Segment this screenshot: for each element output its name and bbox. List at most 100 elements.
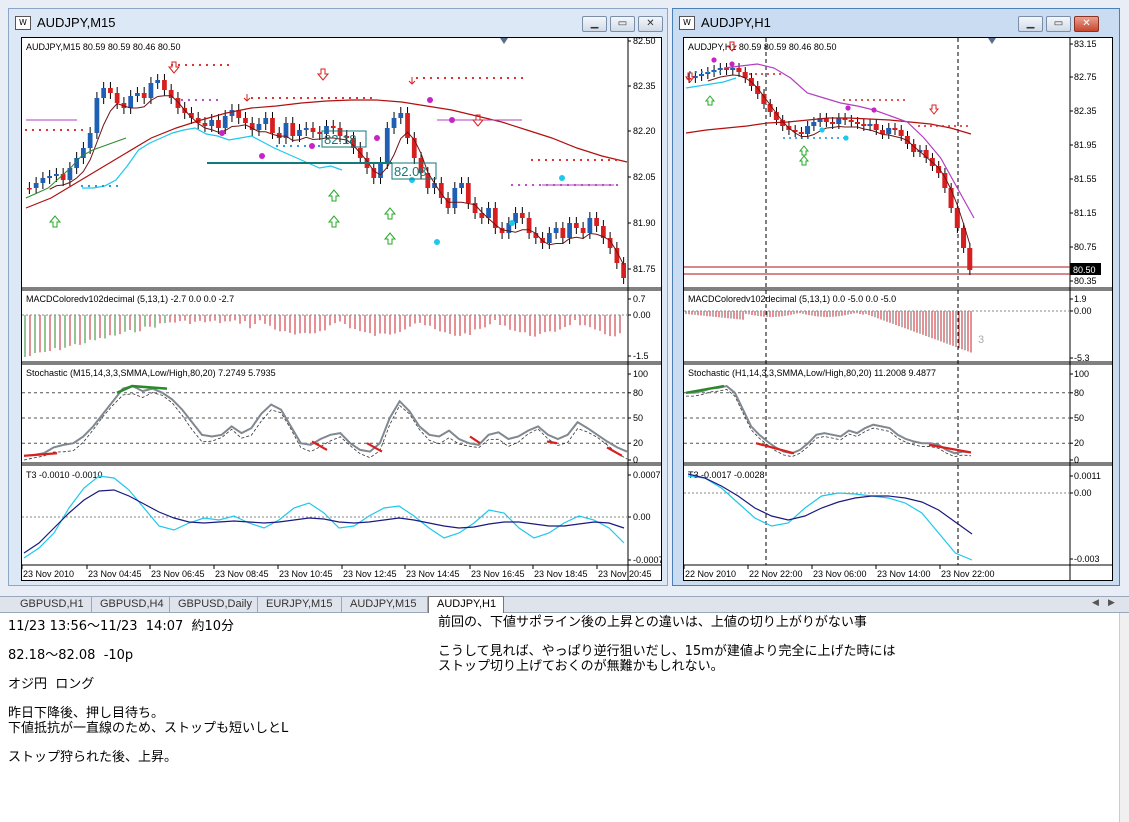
tab-gbpusd-h4[interactable]: GBPUSD,H4 (92, 597, 170, 612)
signal-dot (831, 137, 833, 139)
signal-dot (177, 63, 181, 67)
candle-body (438, 183, 444, 198)
candle-body (324, 126, 329, 134)
signal-dot (615, 183, 619, 187)
candle-body (967, 248, 973, 270)
maximize-button[interactable]: ▭ (610, 16, 635, 32)
signal-dot (701, 71, 703, 73)
signal-arrows (48, 61, 485, 245)
candle-body (513, 213, 518, 223)
close-button[interactable]: ✕ (638, 16, 663, 32)
macd-histogram (684, 310, 1070, 353)
signal-dot (517, 183, 521, 187)
stoch-overbought-segment (116, 384, 168, 394)
signal-dot (87, 184, 91, 188)
candle-body (249, 123, 255, 130)
signal-dot (579, 158, 583, 162)
signal-dot (867, 99, 869, 101)
candle-body (189, 113, 194, 118)
signal-dot (422, 76, 426, 80)
close-button[interactable]: ✕ (1074, 16, 1099, 32)
signal-dot (362, 96, 366, 100)
up-arrow-icon (704, 95, 716, 106)
ma-long-line (25, 99, 628, 209)
candle-body (162, 80, 167, 90)
signal-dot (801, 137, 803, 139)
signal-dot (101, 184, 105, 188)
signal-dot (544, 158, 548, 162)
candle-body (942, 173, 948, 188)
candle-body (798, 132, 804, 134)
maximize-button[interactable]: ▭ (1046, 16, 1071, 32)
signal-dot (572, 158, 576, 162)
band-line-green (25, 137, 127, 199)
signal-dot (510, 183, 514, 187)
signal-dot (198, 63, 202, 67)
minimize-button[interactable]: ▁ (1018, 16, 1043, 32)
stoch-signal-line (686, 389, 972, 458)
ma-short-line (49, 95, 625, 265)
tab-scroll-left-icon[interactable]: ◀ (1092, 598, 1099, 608)
signal-dot (180, 98, 184, 102)
tab-scroll-right-icon[interactable]: ▶ (1108, 598, 1115, 608)
price-axis: 83.15 82.75 82.35 81.95 81.55 81.15 80.75 80.35 (1070, 39, 1097, 286)
candle-body (209, 120, 215, 126)
chart-canvas[interactable]: AUDJPY,M15 80.59 80.59 80.46 80.50 82.50… (22, 38, 661, 580)
chart-window-icon: W (679, 16, 695, 30)
signal-dot (257, 96, 261, 100)
axis-tick-label: 82.75 (1074, 72, 1097, 82)
chart-area[interactable]: AUDJPY,H1 80.59 80.59 80.46 80.50 83.15 8… (683, 37, 1113, 581)
time-tick-label: 22 Nov 2010 (685, 569, 736, 579)
up-arrow-icon (798, 155, 810, 166)
axis-tick-label: 0.00 (1074, 488, 1092, 498)
note-line: ストップ狩られた後、上昇。 (8, 750, 178, 765)
titlebar[interactable]: W AUDJPY,M15 ▁ ▭ ✕ (9, 9, 667, 37)
up-arrow-icon (327, 189, 341, 202)
candle-body (148, 83, 154, 98)
signal-dot (187, 98, 191, 102)
candle-body (317, 132, 323, 134)
stoch-signal-line (23, 392, 628, 461)
signal-dot (513, 76, 517, 80)
chart-window-audjpy-m15[interactable]: W AUDJPY,M15 ▁ ▭ ✕ AUDJPY,M15 80.59 80.5… (8, 8, 668, 586)
chart-area[interactable]: AUDJPY,M15 80.59 80.59 80.46 80.50 82.50… (21, 37, 662, 581)
signal-dot (45, 128, 49, 132)
tab-audjpy-h1[interactable]: AUDJPY,H1 (428, 596, 504, 613)
chart-window-audjpy-h1[interactable]: W AUDJPY,H1 ▁ ▭ ✕ AUDJPY,H1 80.59 80.59 … (672, 8, 1120, 586)
signal-dot (767, 73, 769, 75)
axis-tick-label: 81.90 (633, 218, 656, 228)
minimize-button[interactable]: ▁ (582, 16, 607, 32)
tab-eurjpy-m15[interactable]: EURJPY,M15 (258, 597, 342, 612)
titlebar[interactable]: W AUDJPY,H1 ▁ ▭ ✕ (673, 9, 1119, 37)
time-tick-label: 23 Nov 14:00 (877, 569, 931, 579)
chart-canvas[interactable]: AUDJPY,H1 80.59 80.59 80.46 80.50 83.158… (684, 38, 1112, 580)
signal-dot (313, 96, 317, 100)
signal-dot (80, 184, 84, 188)
notes-area[interactable]: 11/23 13:56～11/23 14:07 約10分 82.18～82.08… (0, 613, 1119, 822)
notes-scrollbar[interactable] (1119, 613, 1129, 822)
signal-dot (897, 99, 899, 101)
t3-fast-line (23, 475, 625, 559)
candle-body (54, 174, 59, 176)
signal-dot (879, 99, 881, 101)
time-tick-label: 23 Nov 14:45 (406, 569, 460, 579)
current-price-box (1070, 263, 1101, 275)
signal-marker (711, 57, 717, 63)
stoch-main-line (23, 385, 628, 457)
up-arrow-icon (798, 145, 810, 156)
candle-body (371, 168, 377, 178)
tab-gbpusd-h1[interactable]: GBPUSD,H1 (12, 597, 92, 612)
tab-audjpy-m15[interactable]: AUDJPY,M15 (342, 597, 428, 612)
signal-dot (807, 137, 809, 139)
candle-body (425, 173, 431, 188)
signal-dot (191, 63, 195, 67)
candle-body (861, 124, 867, 126)
tab-gbpusd-daily[interactable]: GBPUSD,Daily (170, 597, 258, 612)
axis-tick-label: 81.75 (633, 264, 656, 274)
candle-body (236, 110, 242, 118)
candle-body (60, 174, 66, 180)
candle-body (614, 248, 620, 263)
signal-dot (789, 137, 791, 139)
chart-shift-marker (500, 38, 508, 44)
signal-dot (586, 158, 590, 162)
